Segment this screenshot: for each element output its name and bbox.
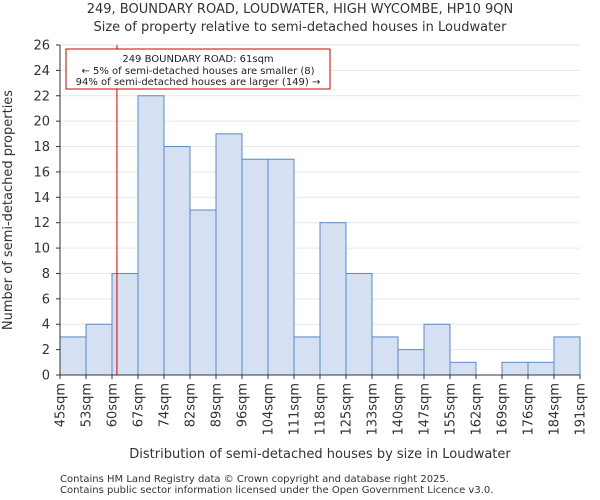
y-tick-label: 6	[42, 292, 50, 307]
bar-118sqm	[319, 222, 347, 376]
bar-125sqm	[345, 272, 373, 376]
x-tick-label: 191sqm	[574, 383, 589, 436]
x-tick-label: 147sqm	[418, 383, 433, 436]
x-tick-label: 155sqm	[444, 383, 459, 436]
y-tick-label: 22	[33, 89, 50, 104]
x-tick-label: 96sqm	[236, 383, 251, 427]
y-tick-label: 20	[33, 115, 50, 130]
bar-82sqm	[189, 209, 217, 376]
x-tick-label: 140sqm	[392, 383, 407, 436]
bar-45sqm	[59, 336, 87, 376]
x-tick-label: 118sqm	[314, 383, 329, 436]
x-tick-label: 104sqm	[262, 383, 277, 436]
x-axis-label: Distribution of semi-detached houses by …	[129, 447, 511, 462]
annotation-line-3: 94% of semi-detached houses are larger (…	[76, 77, 321, 88]
bar-147sqm	[423, 323, 451, 376]
y-tick-label: 12	[33, 216, 50, 231]
bar-96sqm	[241, 158, 269, 376]
y-tick-label: 4	[42, 318, 50, 333]
x-tick-label: 82sqm	[184, 383, 199, 427]
y-tick-label: 14	[33, 191, 50, 206]
bar-89sqm	[215, 133, 243, 376]
bar-111sqm	[293, 336, 321, 376]
x-tick-label: 133sqm	[366, 383, 381, 436]
x-tick-label: 89sqm	[210, 383, 225, 427]
x-tick-label: 169sqm	[496, 383, 511, 436]
bar-176sqm	[527, 361, 555, 376]
y-tick-label: 10	[33, 242, 50, 257]
bar-140sqm	[397, 349, 425, 376]
chart-subtitle: Size of property relative to semi-detach…	[93, 20, 507, 35]
bar-53sqm	[85, 323, 113, 376]
bar-133sqm	[371, 336, 399, 376]
x-tick-label: 125sqm	[340, 383, 355, 436]
annotation-line-2: ← 5% of semi-detached houses are smaller…	[81, 66, 314, 77]
bar-67sqm	[137, 95, 165, 376]
x-tick-label: 176sqm	[522, 383, 537, 436]
x-tick-label: 53sqm	[80, 383, 95, 427]
y-tick-label: 24	[33, 64, 50, 79]
y-tick-label: 18	[33, 140, 50, 155]
bar-184sqm	[553, 336, 581, 376]
bar-169sqm	[501, 361, 529, 376]
x-tick-label: 111sqm	[288, 383, 303, 436]
footer-copyright: Contains HM Land Registry data © Crown c…	[60, 474, 449, 485]
y-tick-label: 2	[42, 343, 50, 358]
x-tick-label: 162sqm	[470, 383, 485, 436]
x-tick-label: 67sqm	[132, 383, 147, 427]
bar-74sqm	[163, 146, 191, 376]
x-tick-label: 74sqm	[158, 383, 173, 427]
x-tick-label: 60sqm	[106, 383, 121, 427]
y-tick-label: 26	[33, 39, 50, 54]
bar-104sqm	[267, 158, 295, 376]
footer-licence: Contains public sector information licen…	[60, 485, 494, 496]
chart-title: 249, BOUNDARY ROAD, LOUDWATER, HIGH WYCO…	[86, 2, 514, 17]
y-tick-label: 0	[42, 369, 50, 384]
bar-155sqm	[449, 361, 477, 376]
x-tick-label: 45sqm	[54, 383, 69, 427]
y-axis-label: Number of semi-detached properties	[1, 90, 16, 330]
bar-60sqm	[111, 272, 139, 376]
y-tick-label: 16	[33, 165, 50, 180]
annotation-box	[65, 48, 331, 90]
x-tick-label: 184sqm	[548, 383, 563, 436]
annotation-line-1: 249 BOUNDARY ROAD: 61sqm	[122, 54, 273, 65]
y-tick-label: 8	[42, 267, 50, 282]
